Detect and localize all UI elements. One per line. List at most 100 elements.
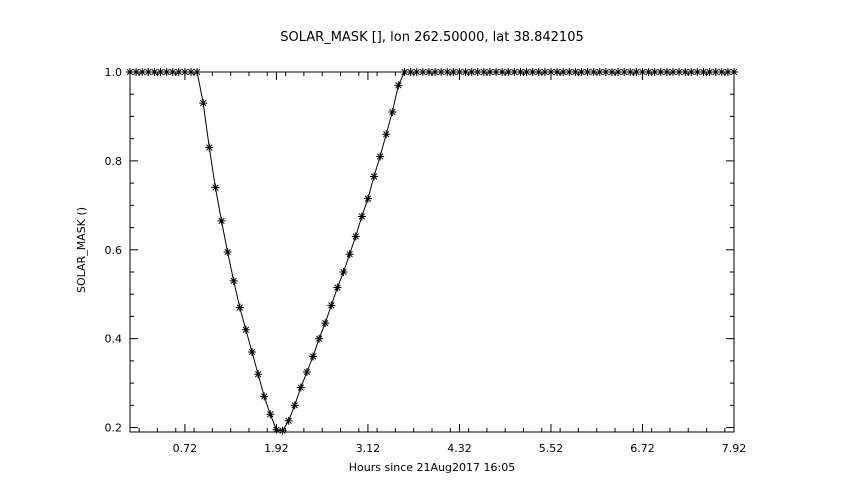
data-point-marker [150,68,159,76]
data-point-marker [400,68,409,76]
x-tick-label: 6.72 [630,442,655,455]
data-point-marker [394,81,403,90]
data-point-marker [668,68,677,76]
data-point-marker [272,425,281,434]
data-point-marker [553,68,562,76]
data-point-marker [199,99,208,108]
data-point-marker [467,68,476,76]
data-point-marker [516,68,525,76]
data-point-marker [620,68,629,76]
data-point-marker [662,68,671,76]
data-point-marker [162,68,171,76]
data-point-marker [382,130,391,139]
data-point-marker [461,68,470,76]
y-tick-label: 0.8 [105,155,123,168]
data-point-marker [614,68,623,76]
data-point-marker [528,68,537,76]
data-point-marker [693,68,702,76]
data-point-marker [589,68,598,76]
data-point-marker [565,68,574,76]
data-point-marker [687,68,696,76]
data-point-marker [235,303,244,312]
y-tick-label: 0.2 [105,422,123,435]
data-point-marker [540,68,549,76]
data-point-marker [309,352,318,361]
data-point-marker [156,68,165,76]
data-point-marker [138,68,147,76]
data-point-marker [498,68,507,76]
data-point-marker [126,68,134,76]
data-point-marker [583,68,592,76]
data-point-marker [650,68,659,76]
data-point-marker [254,370,263,379]
data-point-marker [644,68,653,76]
data-point-marker [675,68,684,76]
data-point-marker [485,68,494,76]
data-point-marker [479,68,488,76]
data-point-marker [296,383,305,392]
plot-frame [129,71,735,433]
data-point-marker [290,401,299,410]
data-point-marker [571,68,580,76]
data-point-marker [339,268,348,276]
data-point-marker [302,368,311,376]
data-point-marker [443,68,452,76]
y-tick-label: 0.6 [105,244,123,257]
data-point-marker [205,143,214,152]
data-point-marker [363,194,372,203]
data-point-marker [632,68,641,76]
data-point-marker [607,68,616,76]
data-point-marker [577,68,586,76]
data-point-marker [681,68,690,76]
chart-title: SOLAR_MASK [], lon 262.50000, lat 38.842… [280,30,584,45]
plot-area: 0.72 1.92 3.12 4.32 5.52 6.72 7.92 0.2 0.4 0.6 0.8… [105,66,747,455]
data-point-marker [504,68,513,76]
data-point-marker [455,68,464,76]
data-point-marker [388,108,397,116]
data-point-marker [168,68,177,76]
data-point-marker [174,68,183,76]
x-tick-label: 7.92 [722,442,747,455]
data-point-marker [546,68,555,76]
data-point-marker [193,68,202,76]
x-tick-label: 4.32 [447,442,472,455]
data-point-marker [248,348,257,356]
x-tick-label: 0.72 [173,442,198,455]
data-point-marker [260,392,269,401]
data-point-marker [449,68,458,76]
x-tick-label: 3.12 [356,442,381,455]
data-point-marker [534,68,543,76]
data-point-marker [473,68,482,76]
data-point-marker [217,216,226,225]
data-point-marker [626,68,635,76]
data-point-marker [437,68,446,76]
data-point-marker [278,426,287,435]
data-point-marker [638,68,647,76]
data-point-marker [211,183,220,192]
data-point-marker [132,68,141,76]
data-point-marker [559,68,568,76]
data-point-marker [431,68,440,76]
data-point-marker [699,68,708,76]
x-axis-label: Hours since 21Aug2017 16:05 [349,461,515,474]
data-point-marker [229,276,238,285]
data-point-marker [595,68,604,76]
data-point-marker [333,283,342,292]
data-point-marker [357,212,366,221]
data-point-marker [376,152,385,161]
data-point-marker [144,68,153,76]
data-point-marker [492,68,501,76]
data-point-marker [412,68,421,76]
data-point-marker [730,68,738,76]
data-point-marker [187,68,196,76]
x-tick-label: 1.92 [264,442,289,455]
data-point-marker [321,319,330,328]
y-axis-label: SOLAR_MASK () [75,207,88,293]
data-point-marker [717,68,726,76]
y-tick-label: 1.0 [105,66,123,79]
y-tick-label: 0.4 [105,333,123,346]
data-point-marker [223,248,232,256]
data-point-marker [711,68,720,76]
data-point-marker [705,68,714,76]
data-point-marker [327,301,336,310]
